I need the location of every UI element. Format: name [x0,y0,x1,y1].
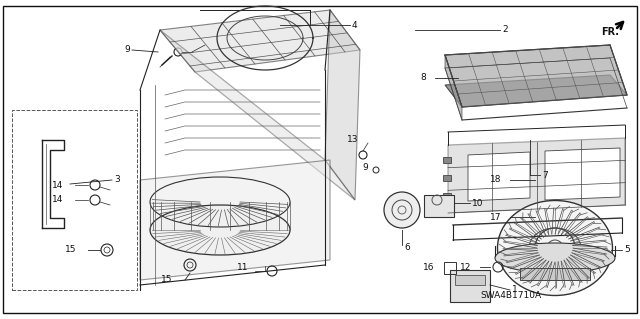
Text: FR.: FR. [601,27,619,37]
Polygon shape [160,30,355,200]
Ellipse shape [150,205,290,255]
Bar [455,275,485,285]
Polygon shape [445,45,627,107]
Bar [443,157,451,163]
Bar [12,110,137,290]
Polygon shape [545,148,620,200]
Ellipse shape [495,243,615,273]
Polygon shape [468,152,530,201]
Text: 5: 5 [624,246,630,255]
Polygon shape [445,75,627,107]
Text: 4: 4 [352,20,358,29]
Circle shape [384,192,420,228]
Text: 9: 9 [362,164,368,173]
Bar [443,193,451,199]
Bar [450,270,490,302]
Text: 11: 11 [237,263,248,272]
Text: 17: 17 [490,212,501,221]
Text: 1: 1 [512,286,518,294]
Polygon shape [445,55,462,120]
Text: 16: 16 [422,263,434,272]
Polygon shape [160,10,360,72]
Bar [443,175,451,181]
Bar [520,268,590,280]
Text: 18: 18 [490,175,501,184]
Text: 6: 6 [404,243,410,253]
Text: 13: 13 [346,136,358,145]
Text: 14: 14 [52,181,63,189]
Ellipse shape [497,201,612,295]
Text: 14: 14 [52,196,63,204]
Text: 15: 15 [161,276,172,285]
Text: 10: 10 [472,198,483,207]
Bar [444,262,456,274]
Text: 7: 7 [542,170,548,180]
Text: 2: 2 [502,26,508,34]
Text: 12: 12 [460,263,471,271]
Text: SWA4B1710A: SWA4B1710A [480,291,541,300]
Polygon shape [325,10,360,200]
Polygon shape [448,138,625,213]
Text: 8: 8 [420,73,426,83]
Text: 9: 9 [124,46,130,55]
Text: 3: 3 [114,175,120,184]
Polygon shape [140,160,330,280]
Bar [424,195,454,217]
Text: 15: 15 [65,246,76,255]
